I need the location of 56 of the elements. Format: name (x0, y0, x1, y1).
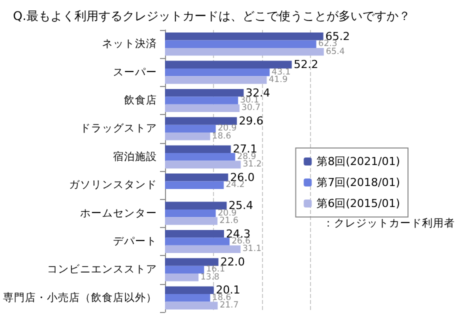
chart-title: Q.最もよく利用するクレジットカードは、どこで使うことが多いですか？ (13, 9, 410, 23)
legend-label: 第6回(2015/01) (316, 197, 400, 210)
bar (165, 132, 210, 140)
bar (165, 32, 324, 40)
data-label: 31.1 (242, 244, 262, 254)
bar (165, 209, 216, 218)
data-label: 24.2 (226, 180, 245, 190)
bar (165, 76, 267, 84)
bar (165, 230, 224, 238)
legend-label: 第8回(2021/01) (316, 155, 400, 168)
y-tick-label: デパート (113, 236, 157, 248)
bar (165, 238, 230, 246)
y-tick-label: コンビニエンスストア (47, 264, 157, 276)
bar (165, 286, 214, 294)
annotation: ：クレジットカード利用者 (323, 216, 455, 230)
bar (165, 117, 237, 125)
data-label: 41.9 (268, 75, 288, 86)
y-tick-label: 宿泊施設 (113, 150, 157, 163)
data-label: 18.6 (212, 131, 232, 142)
bar (165, 302, 218, 310)
y-tick-label: ホームセンター (80, 207, 157, 220)
y-tick-label: ドラッグストア (80, 122, 157, 135)
y-tick-label: 飲食店 (124, 94, 157, 106)
bar (165, 258, 218, 266)
bar (165, 96, 238, 104)
data-label: 13.8 (200, 272, 220, 282)
bar (165, 145, 231, 154)
bar (165, 68, 270, 76)
bar (165, 217, 218, 225)
bar (165, 294, 210, 302)
bar (165, 124, 216, 133)
bar (165, 266, 204, 274)
bar (165, 153, 236, 161)
bar (165, 160, 241, 168)
data-label: 21.7 (220, 300, 239, 311)
data-label: 29.6 (238, 114, 264, 128)
bar (165, 88, 244, 97)
bar (165, 40, 316, 48)
y-tick-label: ネット決済 (102, 37, 157, 50)
y-tick-label: 専門店・小売店（飲食店以外） (3, 290, 157, 304)
y-tick-label: スーパー (113, 66, 157, 78)
bar (165, 181, 224, 189)
y-tick-label: ガソリンスタンド (69, 179, 157, 192)
bar (165, 48, 324, 56)
bar (165, 202, 227, 210)
bar (165, 274, 199, 282)
bar (165, 60, 292, 68)
bar (165, 174, 228, 182)
data-label: 21.6 (219, 216, 238, 226)
data-label: 30.7 (242, 103, 260, 114)
data-label: 65.4 (326, 46, 345, 57)
data-label: 31.2 (242, 160, 262, 170)
bar (165, 104, 240, 112)
legend-label: 第7回(2018/01) (316, 176, 400, 189)
bar (165, 245, 241, 254)
data-label: 52.2 (294, 58, 318, 72)
